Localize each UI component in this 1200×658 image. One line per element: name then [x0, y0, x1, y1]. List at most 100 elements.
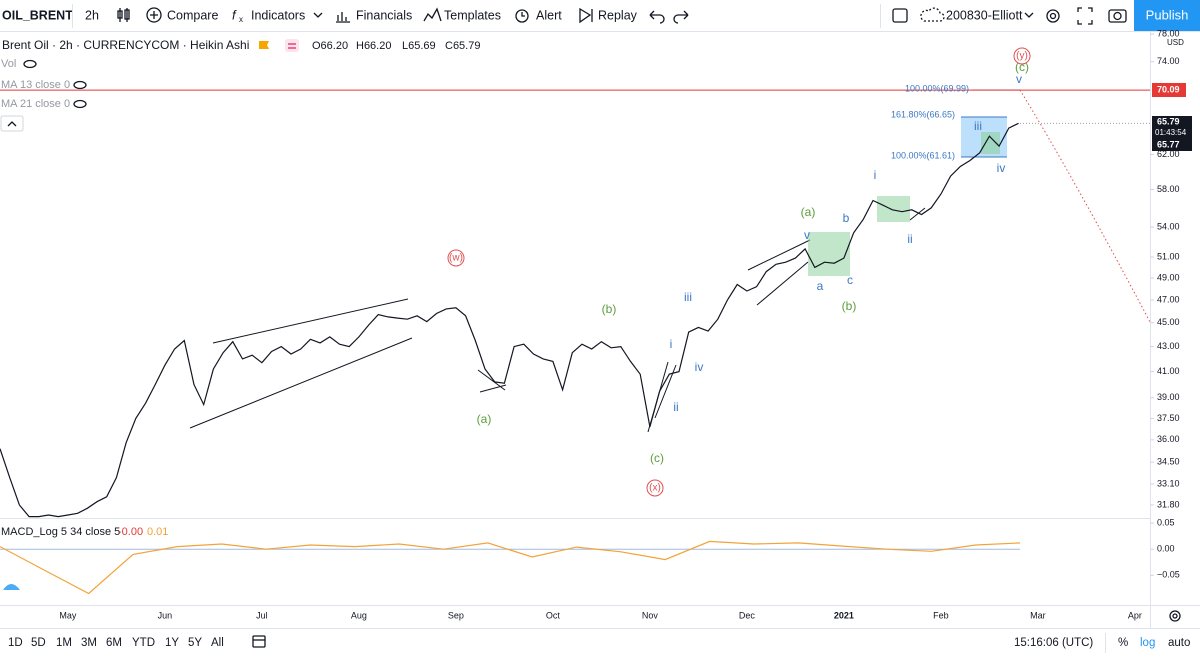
fib-label: 100.00%(61.61): [891, 150, 955, 160]
y-tick-label: 74.00: [1157, 56, 1180, 66]
toolbar-button[interactable]: Compare: [167, 8, 218, 22]
range-button[interactable]: 1D: [8, 637, 23, 649]
wave-label: v: [804, 228, 810, 242]
wave-label: ii: [673, 400, 678, 414]
toolbar-button[interactable]: Alert: [536, 8, 562, 22]
macd-tick-label: −0.05: [1157, 570, 1180, 580]
y-tick-label: 43.00: [1157, 341, 1180, 351]
wave-label: iii: [684, 290, 692, 304]
macd-title: MACD_Log 5 34 close 5: [1, 526, 120, 538]
publish-label[interactable]: Publish: [1146, 7, 1189, 22]
symbol-title: Brent Oil · 2h · CURRENCYCOM · Heikin As…: [2, 38, 249, 52]
publish-button[interactable]: [1134, 0, 1200, 31]
ohlc-value: O66.20: [312, 40, 348, 52]
range-button[interactable]: 1M: [56, 637, 72, 649]
x-tick-label: Nov: [642, 610, 659, 620]
price-line-label: 70.09: [1157, 85, 1180, 95]
wave-label: (c): [650, 451, 664, 465]
wave-circle: [1013, 47, 1031, 65]
toolbar-button[interactable]: Financials: [356, 8, 412, 22]
y-tick-label: 34.50: [1157, 457, 1180, 467]
scale-option[interactable]: %: [1118, 637, 1128, 649]
wave-circle: [447, 249, 465, 267]
wave-label: (a): [801, 205, 816, 219]
wave-label: ii: [907, 232, 912, 246]
range-button[interactable]: 5Y: [188, 637, 202, 649]
wave-label: v: [1016, 72, 1022, 86]
y-tick-label: 41.00: [1157, 366, 1180, 376]
layout-name[interactable]: 200830-Elliott: [946, 8, 1023, 22]
indicator-label: Vol: [1, 58, 16, 70]
scale-option[interactable]: auto: [1168, 637, 1190, 649]
wave-label: c: [847, 273, 853, 287]
macd-line: [0, 540, 1021, 595]
fib-label: 161.80%(66.65): [891, 109, 955, 119]
last-price: 65.79: [1157, 116, 1180, 126]
range-button[interactable]: 5D: [31, 637, 46, 649]
y-tick-label: 62.00: [1157, 149, 1180, 159]
wave-label: i: [874, 168, 877, 182]
range-button[interactable]: YTD: [132, 637, 155, 649]
wave-label: (y): [1016, 51, 1028, 62]
bottom-icons: [3, 584, 1181, 653]
fib-label: 100.00%(69.99): [905, 83, 969, 93]
range-button[interactable]: 1Y: [165, 637, 179, 649]
wave-label: (b): [842, 299, 857, 313]
range-button[interactable]: All: [211, 637, 224, 649]
ohlc-value: C65.79: [445, 40, 480, 52]
indicator-label: MA 21 close 0: [1, 98, 70, 110]
clock: 15:16:06 (UTC): [1014, 637, 1093, 649]
x-tick-label: Jul: [256, 610, 268, 620]
x-tick-label: Feb: [933, 610, 949, 620]
ohlc-value: L65.69: [402, 40, 436, 52]
range-button[interactable]: 6M: [106, 637, 122, 649]
x-tick-label: Mar: [1030, 610, 1046, 620]
x-tick-label: Dec: [739, 610, 756, 620]
scale-option[interactable]: log: [1140, 637, 1155, 649]
last-price-badge: [1152, 116, 1192, 151]
interval[interactable]: 2h: [85, 8, 99, 22]
wave-label: iv: [997, 161, 1006, 175]
y-tick-label: 31.80: [1157, 499, 1180, 509]
symbol[interactable]: OIL_BRENT: [2, 8, 73, 22]
wave-label: iii: [974, 119, 982, 133]
svg-text:x: x: [239, 15, 243, 24]
ohlc-value: H66.20: [356, 40, 391, 52]
wave-label: (c): [1015, 60, 1029, 74]
y-tick-label: 49.00: [1157, 272, 1180, 282]
x-tick-label: 2021: [834, 610, 854, 620]
range-button[interactable]: 3M: [81, 637, 97, 649]
wave-label: a: [817, 279, 824, 293]
svg-text:f: f: [232, 7, 237, 22]
price-line-series: [0, 122, 1019, 518]
toolbar-button[interactable]: Templates: [444, 8, 501, 22]
wave-circle: [646, 479, 664, 497]
y-tick-label: 45.00: [1157, 317, 1180, 327]
wave-label: b: [843, 211, 850, 225]
macd-tick-label: 0.00: [1157, 544, 1175, 554]
macd-value: -0.00: [118, 526, 143, 538]
currency: USD: [1167, 38, 1184, 47]
countdown: 01:43:54: [1155, 128, 1187, 137]
toolbar-button[interactable]: Indicators: [251, 8, 305, 22]
macd-value: 0.01: [147, 526, 168, 538]
wave-label: (b): [602, 302, 617, 316]
y-tick-label: 33.10: [1157, 478, 1180, 488]
indicator-label: MA 13 close 0: [1, 79, 70, 91]
y-tick-label: 51.00: [1157, 251, 1180, 261]
x-tick-label: Aug: [351, 610, 367, 620]
prev-price: 65.77: [1157, 139, 1180, 149]
y-tick-label: 39.00: [1157, 392, 1180, 402]
wave-label: (a): [477, 412, 492, 426]
x-tick-label: Sep: [448, 610, 464, 620]
y-tick-label: 54.00: [1157, 221, 1180, 231]
toolbar-button[interactable]: Replay: [598, 8, 638, 22]
price-line-badge: [1152, 83, 1186, 97]
macd-tick-label: 0.05: [1157, 518, 1175, 528]
legend-icons: [0, 39, 299, 132]
y-tick-label: 36.00: [1157, 434, 1180, 444]
y-tick-label: 47.00: [1157, 294, 1180, 304]
wave-label: iv: [695, 360, 704, 374]
wave-label: (x): [649, 483, 661, 494]
